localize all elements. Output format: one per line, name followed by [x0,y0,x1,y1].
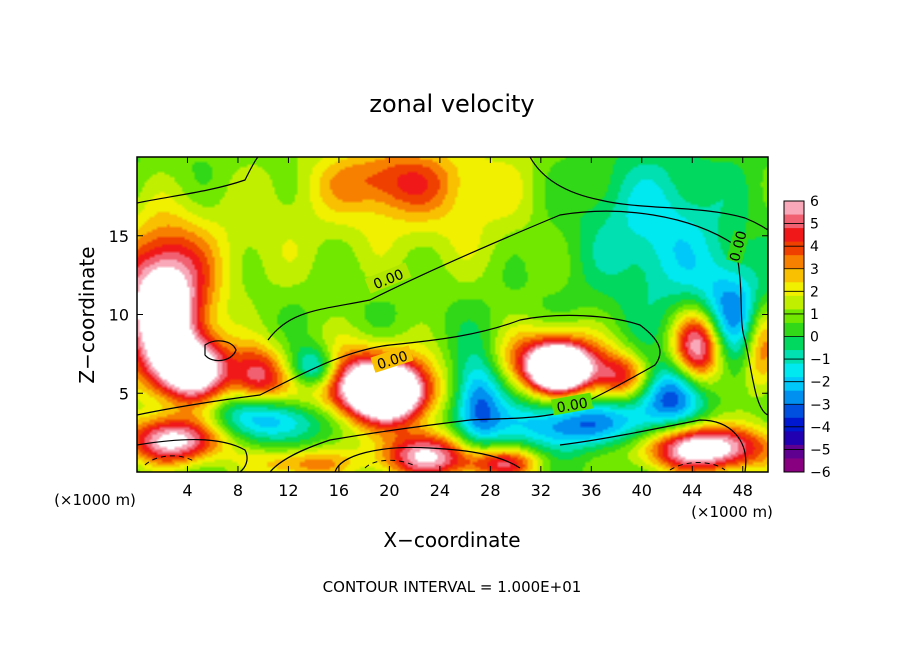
x-tick-label: 40 [632,481,652,500]
colorbar-swatch [784,201,804,216]
contour-label-bg [370,345,414,373]
contour-label: 0.00 [556,395,589,416]
y-tick-label: 5 [119,384,129,403]
x-tick-label: 48 [733,481,753,500]
heatmap-field [137,157,768,472]
colorbar-tick-label: −6 [810,465,831,481]
x-tick-label: 4 [182,481,192,500]
x-axis-label: X−coordinate [383,528,520,552]
x-axis: 4 8 12 16 20 24 28 32 36 40 44 48 [182,157,753,500]
x-tick-label: 44 [682,481,702,500]
y-axis-label: Z−coordinate [75,246,99,383]
contour-line [267,210,768,416]
zero-contours: 0.00 0.00 0.00 0.00 [137,157,768,472]
colorbar-swatch [784,350,804,365]
colorbar-swatch [784,336,804,351]
colorbar-tick-label: −2 [810,375,831,391]
contour-line [137,157,259,204]
colorbar-swatch [784,295,804,310]
colorbar-swatch [784,228,804,243]
colorbar-tick-label: 3 [810,262,819,278]
contour-label: 0.00 [727,229,751,263]
x-tick-label: 28 [480,481,500,500]
colorbar-swatch [784,404,804,419]
colorbar-swatch [784,255,804,270]
colorbar-swatch [784,322,804,337]
x-tick-label: 12 [278,481,298,500]
y-tick-label: 10 [109,306,129,325]
colorbar-swatch [784,390,804,405]
x-tick-label: 36 [581,481,601,500]
colorbar-swatch [784,431,804,446]
colorbar-tick-label: −5 [810,442,831,458]
colorbar: 6 5 4 3 2 1 0 −1 −2 −3 −4 −5 −6 [783,194,831,481]
contour-line [529,157,768,231]
dashed-contour [669,462,726,471]
contour-interval-note: CONTOUR INTERVAL = 1.000E+01 [323,578,582,596]
colorbar-tick-label: 4 [810,239,819,255]
contour-label-bg [726,230,750,264]
contour-label-bg [550,392,594,416]
contour-line [137,314,661,472]
contour-label-bg [364,262,412,294]
colorbar-tick-label: 2 [810,284,819,300]
colorbar-tick-label: 6 [810,194,819,210]
contour-line [204,340,237,362]
colorbar-swatch [784,444,804,459]
x-unit-right: (×1000 m) [691,503,773,521]
x-tick-label: 8 [233,481,243,500]
colorbar-swatch [784,417,804,432]
colorbar-swatch [784,241,804,256]
x-unit-left: (×1000 m) [54,491,136,509]
x-tick-label: 16 [329,481,349,500]
plot-area: 0.00 0.00 0.00 0.00 [136,156,769,473]
colorbar-tick-label: −4 [810,420,831,436]
colorbar-swatch [784,268,804,283]
x-tick-label: 20 [379,481,399,500]
colorbar-tick-label: 5 [810,217,819,233]
colorbar-swatch [784,363,804,378]
y-tick-label: 15 [109,227,129,246]
x-tick-label: 24 [430,481,450,500]
colorbar-tick-label: 0 [810,330,819,346]
dashed-contour [144,455,196,466]
colorbar-swatch [784,458,804,473]
colorbar-swatch [784,214,804,229]
colorbar-swatch [784,309,804,324]
contour-line [334,446,521,472]
colorbar-tick-label: −3 [810,397,831,413]
colorbar-swatch [784,377,804,392]
contour-line [559,419,747,472]
colorbar-swatch [784,282,804,297]
dashed-contour [364,459,416,469]
colorbar-tick-label: −1 [810,352,831,368]
contour-line [137,438,248,472]
colorbar-tick-label: 1 [810,307,819,323]
x-tick-label: 32 [531,481,551,500]
chart-title: zonal velocity [369,90,534,118]
y-axis: 5 10 15 [109,227,768,403]
